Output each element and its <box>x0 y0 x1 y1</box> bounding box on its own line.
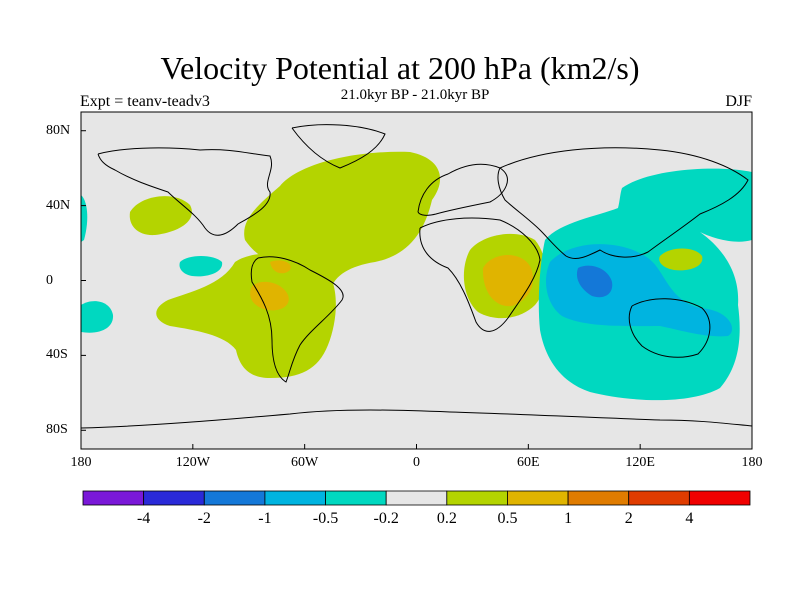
colorbar-label: -1 <box>258 510 271 527</box>
y-tick-label: 40S <box>46 347 68 363</box>
coast-australia <box>628 298 711 358</box>
coast-europe <box>417 163 508 216</box>
region-central-america-core <box>270 260 291 274</box>
coast-asia <box>497 147 749 259</box>
region-central-pacific-positive <box>659 248 703 271</box>
region-west-edge-negative-south <box>81 301 114 333</box>
colorbar-label: -2 <box>198 510 211 527</box>
colorbar-swatch <box>82 490 145 506</box>
colorbar-label: -0.2 <box>374 510 399 527</box>
x-tick-label: 60E <box>517 455 540 470</box>
y-tick-label: 0 <box>46 272 53 288</box>
region-east-pacific-negative <box>179 256 223 277</box>
chart-title: Velocity Potential at 200 hPa (km2/s) <box>160 50 640 86</box>
region-south-america-positive <box>156 253 336 378</box>
colorbar-swatch <box>507 490 569 506</box>
colorbar-swatch <box>264 490 326 506</box>
coast-africa <box>419 217 541 332</box>
x-tick-label: 180 <box>741 455 763 470</box>
coastlines <box>81 124 752 429</box>
axis-ticks <box>80 130 753 449</box>
colorbar-label: -4 <box>137 510 150 527</box>
y-tick-label: 80N <box>46 122 71 138</box>
region-west-edge-negative-north <box>81 195 88 242</box>
coast-greenland <box>291 124 386 169</box>
colorbar-label: 0.5 <box>497 510 517 527</box>
colorbar-swatch <box>203 490 266 506</box>
season-label: DJF <box>725 93 752 110</box>
region-maritime-core <box>576 265 613 298</box>
colorbar-label: 1 <box>564 510 572 527</box>
experiment-label: Expt = teanv-teadv3 <box>80 93 210 110</box>
contour-fills <box>81 151 752 401</box>
colorbar-swatch <box>628 490 690 506</box>
coast-antarctica <box>81 409 752 429</box>
y-tick-label: 40N <box>46 197 71 213</box>
y-tick-label: 80S <box>46 422 68 438</box>
x-tick-label: 60W <box>291 455 319 470</box>
chart-subtitle: 21.0kyr BP - 21.0kyr BP <box>340 87 490 103</box>
colorbar: -4 -2 -1 -0.5 -0.2 0.2 0.5 1 2 4 <box>82 490 751 527</box>
x-tick-label: 0 <box>413 455 420 470</box>
colorbar-swatch <box>446 490 508 506</box>
coast-south-america <box>250 256 344 383</box>
coast-north-america <box>97 147 272 236</box>
colorbar-label: 2 <box>625 510 633 527</box>
colorbar-swatch <box>385 490 448 506</box>
x-tick-label: 120E <box>625 455 655 470</box>
colorbar-swatch <box>143 490 205 506</box>
region-east-africa-core <box>482 254 534 307</box>
region-south-america-core <box>250 281 289 311</box>
x-tick-label: 120W <box>175 455 210 470</box>
colorbar-label: 0.2 <box>437 510 457 527</box>
colorbar-label: 4 <box>685 510 693 527</box>
colorbar-swatch <box>688 490 751 506</box>
colorbar-swatch <box>325 490 387 506</box>
colorbar-label: -0.5 <box>313 510 338 527</box>
x-tick-label: 180 <box>70 455 92 470</box>
colorbar-swatch <box>567 490 630 506</box>
region-west-america-positive <box>129 196 192 236</box>
